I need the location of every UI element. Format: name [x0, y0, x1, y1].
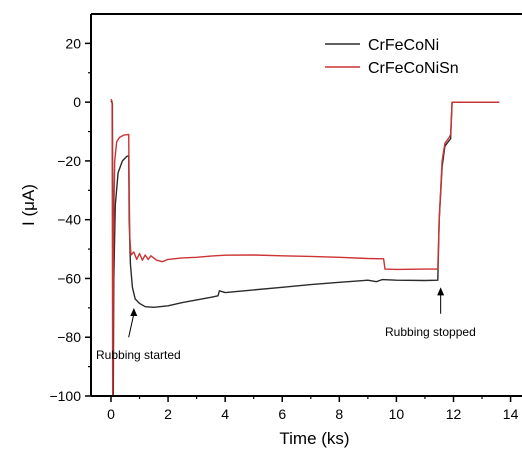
x-axis-label: Time (ks) — [279, 429, 349, 448]
y-tick-label: 20 — [65, 35, 81, 51]
x-tick-label: 8 — [335, 406, 343, 422]
x-tick-label: 10 — [389, 406, 405, 422]
y-tick-label: −40 — [57, 212, 81, 228]
y-axis-label: I (μA) — [19, 184, 38, 226]
legend-label-crfeconisn: CrFeCoNiSn — [368, 60, 459, 77]
annotation-arrow-head — [437, 287, 445, 296]
x-tick-label: 12 — [446, 406, 462, 422]
x-tick-label: 6 — [278, 406, 286, 422]
legend-label-crfeconi: CrFeCoNi — [368, 37, 439, 54]
annotation-arrow-head — [130, 307, 138, 316]
y-tick-label: −60 — [57, 270, 81, 286]
axes-layer — [90, 13, 522, 397]
y-tick-label: −80 — [57, 329, 81, 345]
x-tick-label: 4 — [221, 406, 229, 422]
annotation-layer: Rubbing started Rubbing stopped — [96, 287, 476, 362]
legend: CrFeCoNi CrFeCoNiSn — [325, 37, 459, 77]
series-layer — [110, 98, 500, 397]
y-tick-label: −100 — [49, 388, 81, 404]
x-tick-label: 14 — [503, 406, 519, 422]
ticks-layer: 0 2 4 6 8 10 12 14 20 0 −20 −40 −60 −80 −100 — [49, 35, 518, 422]
annotation-rubbing-started: Rubbing started — [96, 348, 181, 362]
y-tick-label: −20 — [57, 153, 81, 169]
x-tick-label: 2 — [164, 406, 172, 422]
series-line-crfeconisn — [110, 98, 500, 397]
annotation-arrow-shaft — [128, 313, 135, 338]
annotation-rubbing-stopped: Rubbing stopped — [385, 325, 476, 339]
y-tick-label: 0 — [73, 94, 81, 110]
x-tick-label: 0 — [107, 406, 115, 422]
